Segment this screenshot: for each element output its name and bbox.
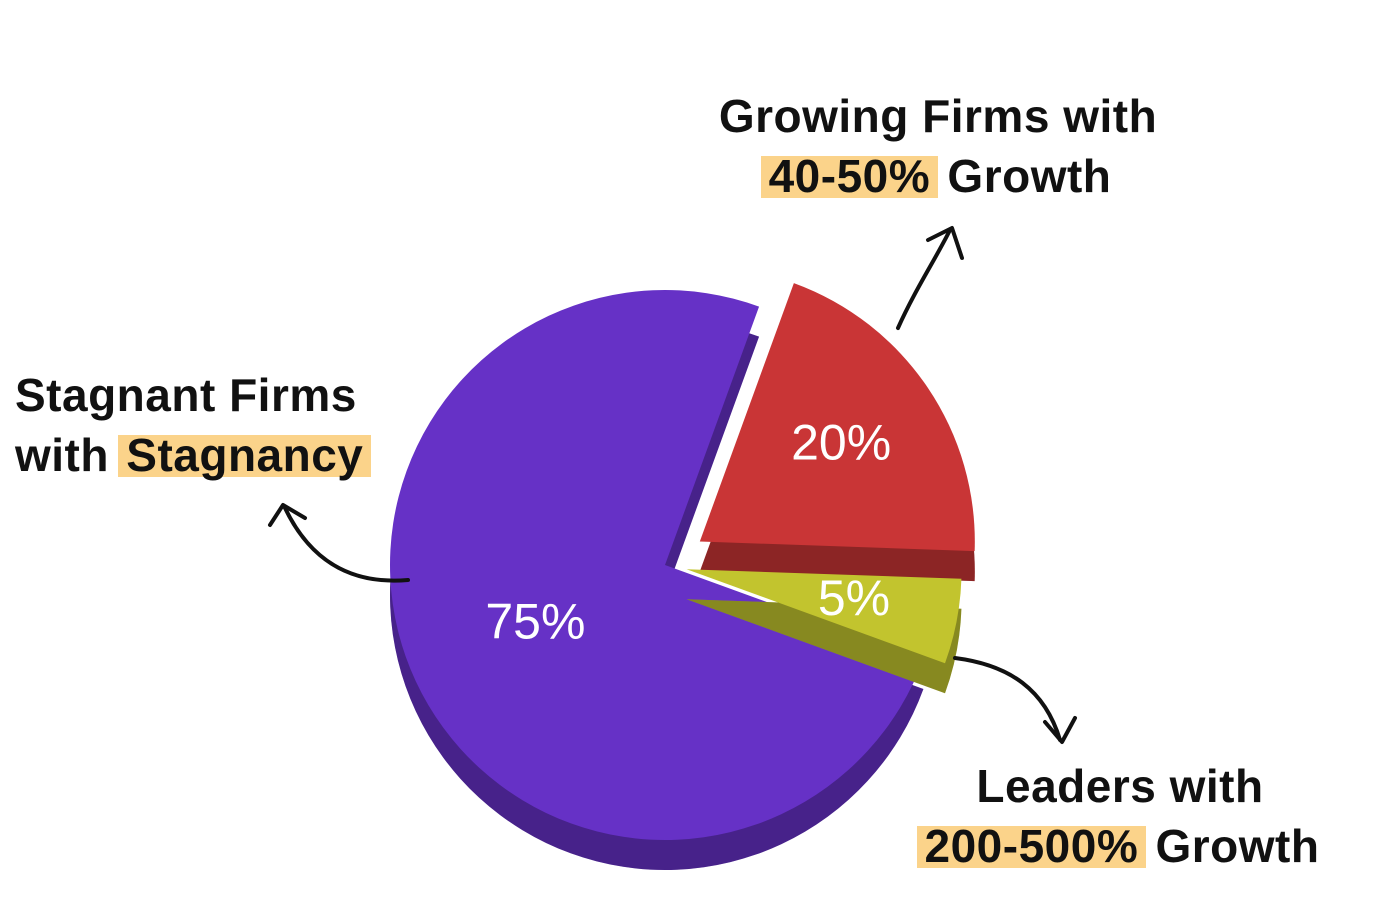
arrows (268, 226, 1077, 744)
highlight: 40-50% (760, 150, 939, 202)
word: Leaders (976, 760, 1157, 812)
slice-top (686, 569, 962, 664)
slice (686, 569, 962, 694)
arrow (283, 506, 410, 583)
word: Stagnant (15, 369, 216, 421)
highlight: Stagnancy (118, 429, 372, 481)
category-label: Leaders with 200-500% Growth (870, 756, 1370, 876)
word: with (1169, 760, 1264, 812)
arrow-head (1043, 716, 1077, 744)
category-label: Growing Firms with 40-50% Growth (638, 86, 1238, 206)
word: with (15, 429, 109, 481)
slice (699, 283, 975, 582)
slice (390, 289, 924, 870)
arrow (953, 656, 1062, 742)
word: Firms (229, 369, 357, 421)
word: with (1063, 90, 1158, 142)
word: Firms (922, 90, 1050, 142)
highlight: 200-500% (916, 820, 1147, 872)
slice-top (390, 289, 924, 840)
arrow-head (268, 503, 307, 527)
word: Growth (1155, 820, 1320, 872)
word: Growing (718, 90, 909, 142)
word: Growth (947, 150, 1112, 202)
slice-top (699, 283, 975, 552)
value-label: 20% (791, 414, 891, 470)
arrow-head (926, 226, 964, 260)
category-label: Stagnant Firms with Stagnancy (15, 365, 475, 485)
value-label: 5% (818, 570, 890, 626)
arrow (896, 228, 952, 330)
value-label: 75% (485, 594, 585, 650)
pie: 75% 20% 5% (390, 283, 975, 870)
